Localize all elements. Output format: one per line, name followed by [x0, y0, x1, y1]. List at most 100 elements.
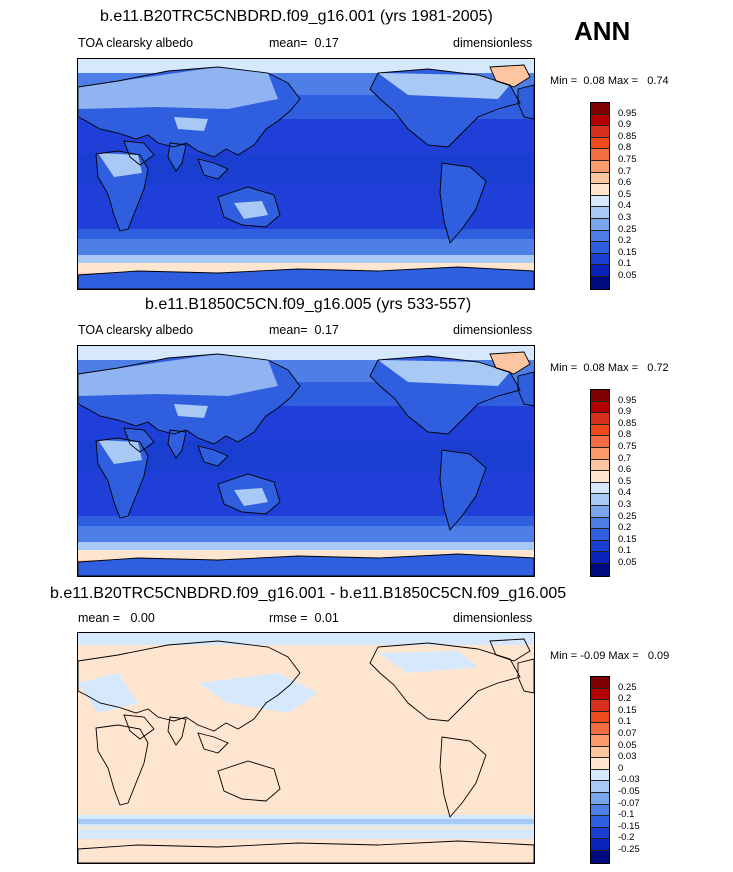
colorbar-label: 0.05: [618, 739, 637, 751]
colorbar-box: [591, 424, 609, 437]
colorbar-box: [591, 552, 609, 564]
panel1-mean: mean= 0.17: [269, 36, 339, 50]
colorbar-box: [591, 816, 609, 828]
europe-west-fill: [518, 85, 534, 119]
south-america-outline: [439, 162, 487, 244]
panel3-title: b.e11.B20TRC5CNBDRD.f09_g16.001 - b.e11.…: [50, 585, 567, 602]
colorbar-box: [591, 700, 609, 712]
panel3-max-label: Max =: [608, 650, 639, 662]
panel2-mean: mean= 0.17: [269, 323, 339, 337]
colorbar-box: [591, 540, 609, 553]
colorbar-box: [591, 839, 609, 851]
colorbar-box: [591, 494, 609, 506]
colorbar-box: [591, 517, 609, 530]
colorbar-label: 0.6: [618, 464, 632, 476]
australia-outline: [217, 760, 281, 802]
panel3-units: dimensionless: [453, 611, 533, 625]
diff-arctic-band: [78, 633, 534, 645]
panel3-mean-label: mean =: [78, 611, 121, 625]
africa-outline: [95, 437, 149, 519]
colorbar-box: [591, 413, 609, 425]
colorbar-label: 0.07: [618, 728, 637, 739]
colorbar-label: 0.25: [618, 510, 637, 522]
colorbar-box: [591, 103, 609, 115]
australia-outline: [217, 473, 281, 515]
panel3-min-value: -0.09: [580, 650, 606, 662]
panel2-title: b.e11.B1850C5CN.f09_g16.005 (yrs 533-557…: [145, 296, 472, 313]
panel2-map-svg: [78, 346, 534, 576]
colorbar-box: [591, 149, 609, 161]
arctic-band: [78, 346, 534, 360]
panel1-colorbar: [590, 102, 610, 290]
sahara-bright: [98, 440, 142, 464]
north-america-outline: [369, 355, 521, 435]
colorbar-box: [591, 850, 609, 863]
colorbar-box: [591, 401, 609, 414]
panel2-min-label: Min =: [550, 362, 578, 374]
colorbar-label: 0.5: [618, 188, 632, 200]
colorbar-box: [591, 734, 609, 747]
arabia-outline: [123, 427, 155, 453]
colorbar-label: -0.25: [618, 844, 640, 855]
panel3-mean-value: 0.00: [130, 611, 155, 625]
antarctica-outline: [78, 553, 534, 576]
colorbar-label: -0.2: [618, 832, 635, 844]
colorbar-label: -0.03: [618, 774, 640, 786]
colorbar-box: [591, 677, 609, 689]
diff-europe-patch: [78, 673, 138, 713]
colorbar-label: 0.95: [618, 107, 637, 119]
tibet-bright: [174, 404, 208, 418]
panel2-min-value: 0.08: [583, 362, 605, 374]
panel2-mean-label: mean=: [269, 323, 308, 337]
diff-ice-edge: [78, 829, 534, 839]
colorbar-label: 0.15: [618, 704, 637, 716]
colorbar-box: [591, 758, 609, 770]
colorbar-label: 0.1: [618, 545, 632, 557]
north-america-outline: [369, 642, 521, 722]
panel2-minmax: Min = 0.08 Max = 0.72: [550, 362, 669, 374]
colorbar-box: [591, 276, 609, 289]
colorbar-box: [591, 114, 609, 127]
colorbar-label: 0.1: [618, 258, 632, 270]
panel3-minmax: Min = -0.09 Max = 0.09: [550, 650, 669, 662]
panel2-colorbar: [590, 389, 610, 577]
colorbar-label: 0.5: [618, 475, 632, 487]
greenland-outline: [489, 64, 531, 88]
north-america-outline: [369, 68, 521, 148]
panel3-mean: mean = 0.00: [78, 611, 155, 625]
colorbar-label: -0.15: [618, 820, 640, 832]
colorbar-label: 0.05: [618, 270, 637, 281]
south-america-fill: [440, 450, 486, 530]
colorbar-label: 0.75: [618, 154, 637, 165]
panel3-max-value: 0.09: [647, 650, 670, 662]
south-america-outline: [439, 736, 487, 818]
colorbar-label: 0.9: [618, 119, 632, 131]
panel1-title: b.e11.B20TRC5CNBDRD.f09_g16.001 (yrs 198…: [100, 8, 493, 25]
colorbar-box: [591, 505, 609, 518]
panel2-max-label: Max =: [607, 362, 639, 374]
australia-outline: [217, 186, 281, 228]
colorbar-label: 0.4: [618, 200, 632, 212]
colorbar-box: [591, 242, 609, 254]
europe-west-fill: [518, 372, 534, 406]
siberia-snow: [78, 354, 278, 396]
se-asia-outline: [197, 732, 229, 754]
colorbar-box: [591, 769, 609, 782]
colorbar-box: [591, 827, 609, 840]
africa-outline: [95, 150, 149, 232]
diff-southern-med: [78, 819, 534, 824]
arabia-outline: [123, 714, 155, 740]
eurasia-outline: [78, 353, 301, 445]
panel2-mean-value: 0.17: [314, 323, 339, 337]
colorbar-box: [591, 126, 609, 138]
colorbar-box: [591, 711, 609, 724]
se-asia-outline: [197, 158, 229, 180]
colorbar-box: [591, 688, 609, 701]
panel3-min-label: Min =: [550, 650, 578, 662]
panel1-mean-label: mean=: [269, 36, 308, 50]
colorbar-label: -0.05: [618, 786, 640, 797]
colorbar-box: [591, 723, 609, 735]
south-america-outline: [439, 449, 487, 531]
colorbar-label: 0.05: [618, 557, 637, 568]
arabia-fill: [124, 428, 154, 452]
